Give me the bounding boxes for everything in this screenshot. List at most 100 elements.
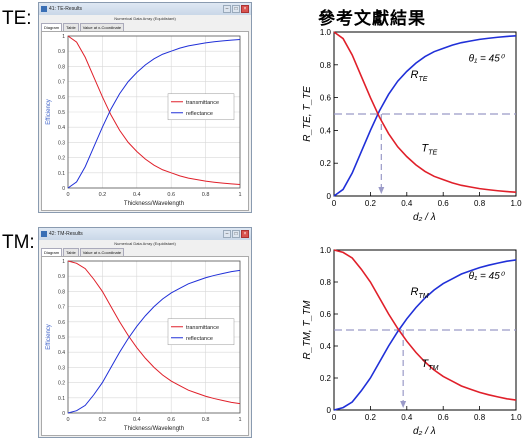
y-tick-label: 1 <box>62 34 65 40</box>
series-reflectance <box>67 38 241 189</box>
tab-table[interactable]: Table <box>63 248 79 256</box>
x-tick-label: 1 <box>238 192 241 198</box>
y-tick-label: 0.6 <box>320 94 332 103</box>
y-tick-label: 0.9 <box>58 274 65 280</box>
y-tick-label: 1 <box>62 259 65 265</box>
app-icon <box>41 231 47 237</box>
window-titlebar[interactable]: 42: TM-Results – □ × <box>39 228 251 240</box>
te-results-window[interactable]: 41: TE-Results – □ × Numerical Data Arra… <box>38 2 252 213</box>
x-tick-label: 0 <box>66 417 69 423</box>
y-tick-label: 0.6 <box>320 310 332 319</box>
x-tick-label: 1.0 <box>510 199 522 208</box>
tm-reference-chart: 0 0.2 0.4 0.6 0.8 1.0 0 0.2 0.4 0.6 0.8 1.0 d₂ / λ R_… <box>302 246 522 437</box>
y-tick-label: 0.8 <box>320 278 332 287</box>
app-icon <box>41 6 47 12</box>
x-axis-label: Thickness/Wavelength <box>124 426 184 432</box>
tab-value-at-x[interactable]: Value at x-Coordinate <box>79 248 125 256</box>
minimize-button[interactable]: – <box>223 230 231 238</box>
series-transmittance <box>67 35 241 186</box>
y-tick-label: 0.1 <box>58 171 65 177</box>
tm-label: TM: <box>2 232 35 253</box>
te-reference-chart: 0 0.2 0.4 0.6 0.8 1.0 0 0.2 0.4 0.6 0.8 1.0 d₂ / λ R_… <box>302 28 522 223</box>
tab-diagram[interactable]: Diagram <box>41 248 63 256</box>
data-array-title: Numerical Data Array (Equidistant) <box>114 16 176 21</box>
y-tick-label: 0 <box>327 406 332 415</box>
y-tick-label: 0.2 <box>58 156 65 162</box>
y-tick-label: 0.4 <box>58 125 65 131</box>
x-tick-label: 0.8 <box>474 413 486 422</box>
y-tick-label: 0.2 <box>320 374 332 383</box>
series-reflectance <box>67 269 241 414</box>
x-tick-label: 0 <box>332 199 337 208</box>
y-tick-label: 0.8 <box>320 61 332 70</box>
y-tick-label: 0.5 <box>58 335 65 341</box>
plot-frame <box>67 35 241 189</box>
x-tick-label: 0.8 <box>474 199 486 208</box>
x-tick-label: 0 <box>66 192 69 198</box>
legend-box <box>167 318 235 346</box>
te-simulation-chart: 0 0.1 0.2 0.3 0.4 0.5 0.6 0.7 0.8 0.9 1 0 0.2 0.4 0.6 0… <box>46 34 242 207</box>
x-tick-label: 0.4 <box>401 413 413 422</box>
x-tick-label: 0.6 <box>438 413 450 422</box>
x-tick-label: 0 <box>332 413 337 422</box>
series-T_TE <box>333 31 517 194</box>
x-axis-label: d₂ / λ <box>413 426 436 437</box>
series-R_TE <box>333 34 517 197</box>
annotation-r: RTE <box>410 69 427 83</box>
crossing-arrow <box>378 187 385 194</box>
x-tick-label: 0.2 <box>365 199 377 208</box>
x-tick-label: 0.2 <box>99 192 107 198</box>
te-label: TE: <box>2 8 32 29</box>
x-tick-label: 0.8 <box>202 417 210 423</box>
tab-table[interactable]: Table <box>63 23 79 31</box>
x-tick-label: 1.0 <box>510 413 522 422</box>
y-tick-label: 0 <box>62 411 65 417</box>
crossing-arrow <box>400 401 407 408</box>
y-tick-label: 1.0 <box>320 28 332 37</box>
window-title: 42: TM-Results <box>49 231 83 237</box>
maximize-button[interactable]: □ <box>232 5 240 13</box>
x-axis-label: Thickness/Wavelength <box>124 201 184 207</box>
annotation-angle: θ₁ = 45⁰ <box>469 54 506 65</box>
x-tick-label: 0.4 <box>401 199 413 208</box>
legend-box <box>167 93 235 121</box>
close-button[interactable]: × <box>241 230 249 238</box>
y-axis-label: R_TM, T_TM <box>302 300 313 360</box>
y-tick-label: 0.9 <box>58 49 65 55</box>
legend-label-transmittance: transmittance <box>186 325 219 331</box>
plot-frame <box>67 260 241 414</box>
y-tick-label: 0.4 <box>58 350 65 356</box>
tab-value-at-x[interactable]: Value at x-Coordinate <box>79 23 125 31</box>
y-tick-label: 0.8 <box>58 289 65 295</box>
x-tick-label: 0.4 <box>133 417 141 423</box>
annotation-angle: θ₁ = 45⁰ <box>469 271 506 282</box>
tab-diagram[interactable]: Diagram <box>41 23 63 31</box>
y-axis-label: Efficiency <box>46 99 52 125</box>
annotation-t: TTM <box>421 358 438 372</box>
series-R_TM <box>333 259 517 411</box>
tm-simulation-chart: 0 0.1 0.2 0.3 0.4 0.5 0.6 0.7 0.8 0.9 1 0 0.2 0.4 0.6 0… <box>46 259 242 432</box>
x-tick-label: 0.2 <box>99 417 107 423</box>
legend-label-transmittance: transmittance <box>186 100 219 106</box>
maximize-button[interactable]: □ <box>232 230 240 238</box>
y-axis-label: Efficiency <box>46 324 52 350</box>
y-tick-label: 0.6 <box>58 95 65 101</box>
y-tick-label: 0.2 <box>58 381 65 387</box>
x-axis-label: d₂ / λ <box>413 212 436 223</box>
legend-label-reflectance: reflectance <box>186 111 213 117</box>
y-tick-label: 0.4 <box>320 342 332 351</box>
close-button[interactable]: × <box>241 5 249 13</box>
y-tick-label: 0.1 <box>58 396 65 402</box>
x-tick-label: 0.4 <box>133 192 141 198</box>
y-tick-label: 0 <box>62 186 65 192</box>
y-tick-label: 0.2 <box>320 159 332 168</box>
minimize-button[interactable]: – <box>223 5 231 13</box>
x-tick-label: 1 <box>238 417 241 423</box>
legend-label-reflectance: reflectance <box>186 336 213 342</box>
y-tick-label: 0.6 <box>58 320 65 326</box>
y-tick-label: 0.3 <box>58 365 65 371</box>
x-tick-label: 0.6 <box>167 192 175 198</box>
window-titlebar[interactable]: 41: TE-Results – □ × <box>39 3 251 15</box>
tm-results-window[interactable]: 42: TM-Results – □ × Numerical Data Arra… <box>38 227 252 438</box>
series-T_TM <box>333 249 517 401</box>
